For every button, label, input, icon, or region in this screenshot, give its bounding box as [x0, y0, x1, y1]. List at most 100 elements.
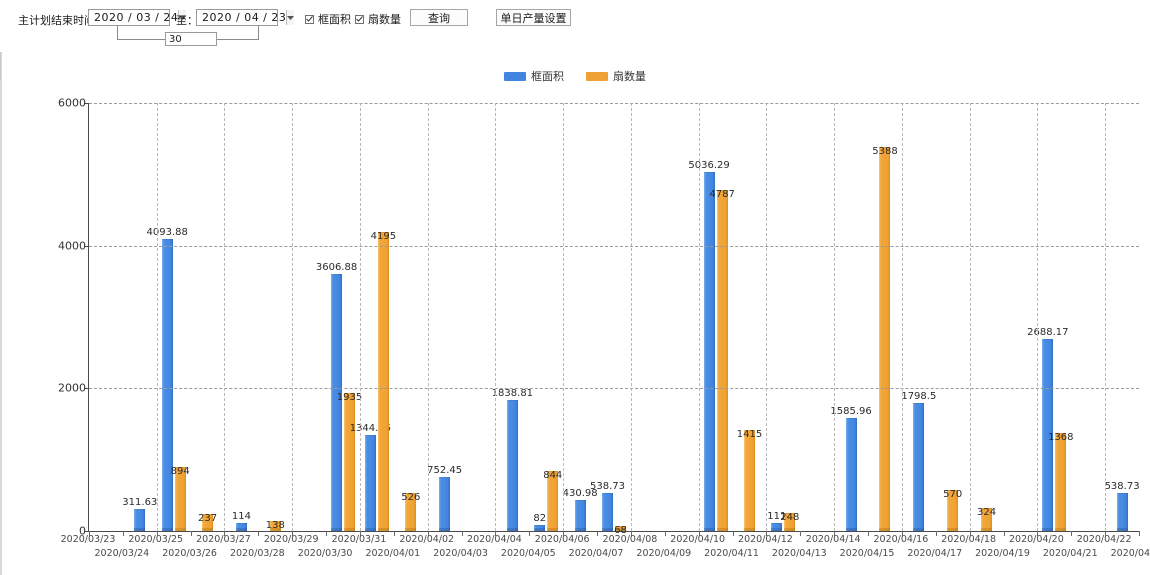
- y-axis-tick-label: 6000: [58, 96, 86, 110]
- bar-frame-area[interactable]: [913, 402, 925, 531]
- x-axis-tick-label: 2020/04/17: [907, 548, 963, 559]
- page-left-rule: [0, 0, 2, 575]
- bar-value-label: 1838.81: [491, 387, 534, 399]
- x-axis-tick-label: 2020/04/08: [602, 534, 658, 545]
- gridline-vertical: [156, 103, 158, 531]
- x-axis-tick-label: 2020/04/18: [941, 534, 997, 545]
- legend-item-2[interactable]: 扇数量: [586, 68, 646, 84]
- bar-value-label: 82: [533, 513, 547, 525]
- bar-fan-count[interactable]: [344, 392, 356, 531]
- bar-base-shadow: [439, 528, 451, 531]
- bar-fan-count[interactable]: [879, 146, 891, 531]
- bar-fan-count[interactable]: [547, 470, 559, 531]
- bar-fan-count[interactable]: [269, 521, 281, 531]
- x-axis-tick: [698, 531, 700, 536]
- query-button[interactable]: 查询: [410, 9, 468, 26]
- bar-fan-count[interactable]: [174, 467, 186, 531]
- gridline-vertical: [1037, 103, 1039, 531]
- bar-value-label: 526: [401, 492, 421, 504]
- gridline-vertical: [359, 103, 361, 531]
- bar-frame-area[interactable]: [534, 525, 546, 531]
- bar-value-label: 752.45: [427, 465, 463, 477]
- bar-fan-count[interactable]: [947, 490, 959, 531]
- bar-value-label: 3606.88: [315, 261, 358, 273]
- bar-value-label: 237: [198, 513, 218, 525]
- bar-fan-count[interactable]: [981, 507, 993, 531]
- x-axis-tick-label: 2020/04/09: [636, 548, 692, 559]
- x-axis-tick-label: 2020/04/12: [738, 534, 793, 545]
- bar-base-shadow: [235, 528, 247, 531]
- x-axis-tick-label: 2020/04/04: [467, 534, 522, 545]
- bar-fan-count[interactable]: [743, 430, 755, 531]
- gridline-vertical: [834, 103, 836, 531]
- date-range-to-label: 至：: [176, 14, 198, 27]
- daily-output-settings-button[interactable]: 单日产量设置: [496, 9, 571, 26]
- bar-value-label: 894: [170, 466, 190, 478]
- date-from-picker[interactable]: 2020 / 03 / 24: [88, 9, 187, 26]
- bar-frame-area[interactable]: [1042, 339, 1054, 531]
- bar-frame-area[interactable]: [331, 273, 343, 531]
- bar-fan-count[interactable]: [377, 231, 389, 531]
- bar-frame-area[interactable]: [602, 492, 613, 531]
- toolbar: 主计划结束时间： 2020 / 03 / 24 至： 2020 / 04 / 2…: [0, 0, 1150, 52]
- checkmark-icon: [355, 14, 364, 24]
- x-axis-tick: [800, 531, 802, 536]
- bar-value-label: 4787: [709, 188, 735, 200]
- bar-base-shadow: [269, 528, 281, 531]
- chevron-down-icon[interactable]: [178, 10, 187, 25]
- x-axis-labels: 2020/03/23 2020/03/24 2020/03/25 2020/03/26…: [61, 534, 1150, 574]
- bar-base-shadow: [771, 528, 783, 531]
- checkbox-frame-area[interactable]: 框面积: [305, 11, 351, 27]
- bar-frame-area[interactable]: [506, 399, 518, 531]
- bar-fan-count[interactable]: [615, 526, 626, 531]
- bar-frame-area[interactable]: [439, 477, 451, 531]
- bar-fan-count[interactable]: [405, 493, 417, 531]
- x-axis-tick: [190, 531, 192, 536]
- x-axis-tick-label: 2020/03/31: [331, 534, 387, 545]
- bar-value-label: 538.73: [1104, 480, 1140, 492]
- bar-frame-area[interactable]: [1116, 492, 1128, 531]
- checkbox-fan-count[interactable]: 扇数量: [355, 11, 401, 27]
- x-axis-tick-label: 2020/04/16: [873, 534, 929, 545]
- bar-value-label: 2688.17: [1027, 327, 1069, 339]
- bar-frame-area[interactable]: [845, 417, 857, 531]
- x-axis-tick-label: 2020/03/23: [60, 534, 116, 545]
- production-bar-chart: 311.63 4093.88 894 237 114 138 3606.88 1935 1344…: [0, 88, 1150, 575]
- legend-item-1[interactable]: 框面积: [504, 68, 564, 84]
- bar-series-container: 311.63 4093.88 894 237 114 138 3606.88 1935 1344…: [89, 103, 1140, 536]
- bar-frame-area[interactable]: [161, 238, 173, 531]
- x-axis-tick-label: 2020/04/15: [839, 548, 895, 559]
- bar-fan-count[interactable]: [202, 514, 214, 531]
- chevron-down-icon[interactable]: [286, 10, 295, 25]
- x-axis-tick: [292, 531, 294, 536]
- bar-frame-area[interactable]: [134, 508, 146, 531]
- checkbox-frame-area-label: 框面积: [318, 13, 351, 26]
- bar-base-shadow: [981, 528, 993, 531]
- bar-frame-area[interactable]: [235, 522, 247, 531]
- x-axis-tick: [732, 531, 734, 536]
- gridline-vertical: [292, 103, 294, 531]
- bar-value-label: 111: [767, 511, 787, 523]
- bar-fan-count[interactable]: [716, 189, 728, 531]
- bar-base-shadow: [202, 528, 214, 531]
- legend-item-label: 扇数量: [613, 70, 646, 83]
- bar-frame-area[interactable]: [364, 435, 376, 531]
- bar-base-shadow: [1055, 528, 1067, 531]
- bar-frame-area[interactable]: [771, 523, 783, 531]
- gridline-vertical: [766, 103, 768, 531]
- x-axis-tick-label: 2020/04/20: [1008, 534, 1064, 545]
- x-axis-tick: [326, 531, 328, 536]
- bar-frame-area[interactable]: [574, 500, 586, 531]
- gridline-vertical: [563, 103, 565, 531]
- date-to-picker[interactable]: 2020 / 04 / 23: [196, 9, 295, 26]
- bar-fan-count[interactable]: [1055, 433, 1067, 531]
- gridline-horizontal: [89, 103, 1139, 104]
- day-count-input[interactable]: 30: [165, 32, 217, 46]
- x-axis-tick: [563, 531, 565, 536]
- y-axis-tick: [84, 531, 89, 532]
- gridline-vertical: [224, 103, 226, 531]
- x-axis-tick: [630, 531, 632, 536]
- bar-fan-count[interactable]: [784, 513, 796, 531]
- x-axis-tick-label: 2020/04/22: [1076, 534, 1132, 545]
- bar-frame-area[interactable]: [703, 171, 715, 531]
